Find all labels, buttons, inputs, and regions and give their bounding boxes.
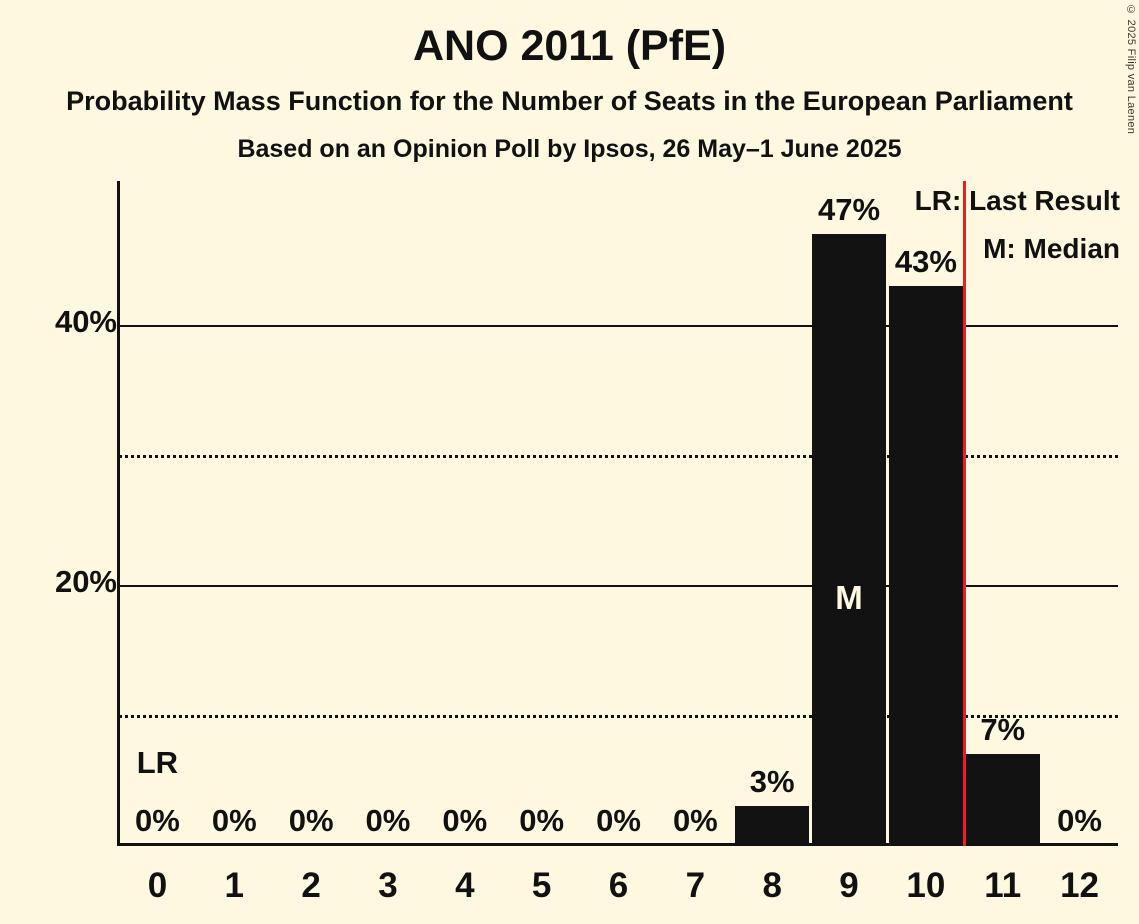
bar-seat-9: M	[812, 234, 886, 845]
gridline-30	[119, 455, 1118, 458]
plot-area: M	[119, 181, 1118, 845]
value-label-seat-11: 7%	[980, 712, 1026, 747]
value-label-seat-9: 47%	[818, 192, 881, 227]
chart-title: ANO 2011 (PfE)	[412, 22, 727, 70]
bar-seat-10	[888, 286, 963, 845]
legend-last-result: LR: Last Result	[914, 185, 1120, 216]
value-label-seat-12: 0%	[1057, 803, 1102, 838]
value-label-seat-5: 0%	[519, 803, 565, 838]
x-tick-label-10: 10	[906, 866, 946, 905]
y-axis-line	[117, 181, 120, 846]
copyright-notice: © 2025 Filip van Laenen	[1125, 4, 1137, 135]
y-tick-label-40: 40%	[54, 304, 117, 339]
value-label-seat-8: 3%	[749, 764, 795, 799]
bar-seat-8	[735, 806, 810, 845]
x-tick-label-4: 4	[455, 866, 475, 905]
bar-seat-11	[965, 754, 1040, 845]
value-label-seat-10: 43%	[894, 244, 957, 279]
value-label-seat-2: 0%	[288, 803, 334, 838]
gridline-40	[119, 325, 1118, 327]
gridline-20	[119, 585, 1118, 587]
x-tick-label-8: 8	[762, 866, 782, 905]
value-label-seat-7: 0%	[672, 803, 718, 838]
last-result-line	[963, 181, 967, 846]
y-tick-label-20: 20%	[54, 564, 117, 599]
x-tick-label-0: 0	[147, 866, 168, 905]
x-axis-line	[119, 843, 1118, 846]
value-label-seat-1: 0%	[211, 803, 257, 838]
x-tick-label-5: 5	[531, 866, 552, 905]
chart-source-subtitle: Based on an Opinion Poll by Ipsos, 26 Ma…	[237, 135, 902, 163]
legend-median: M: Median	[983, 233, 1120, 264]
value-label-seat-4: 0%	[442, 803, 488, 838]
x-tick-label-7: 7	[685, 866, 706, 905]
value-label-seat-3: 0%	[365, 803, 411, 838]
value-label-seat-6: 0%	[596, 803, 641, 838]
x-tick-label-11: 11	[984, 866, 1022, 905]
value-label-seat-0: 0%	[135, 803, 180, 838]
x-tick-label-12: 12	[1060, 866, 1100, 905]
chart-subtitle: Probability Mass Function for the Number…	[66, 86, 1073, 116]
x-tick-label-3: 3	[378, 866, 398, 905]
x-tick-label-1: 1	[224, 866, 244, 905]
median-marker: M	[835, 578, 863, 616]
last-result-marker: LR	[136, 745, 179, 780]
x-tick-label-2: 2	[301, 866, 321, 905]
x-tick-label-6: 6	[608, 866, 629, 905]
gridline-10	[119, 715, 1118, 718]
x-tick-label-9: 9	[839, 866, 859, 905]
